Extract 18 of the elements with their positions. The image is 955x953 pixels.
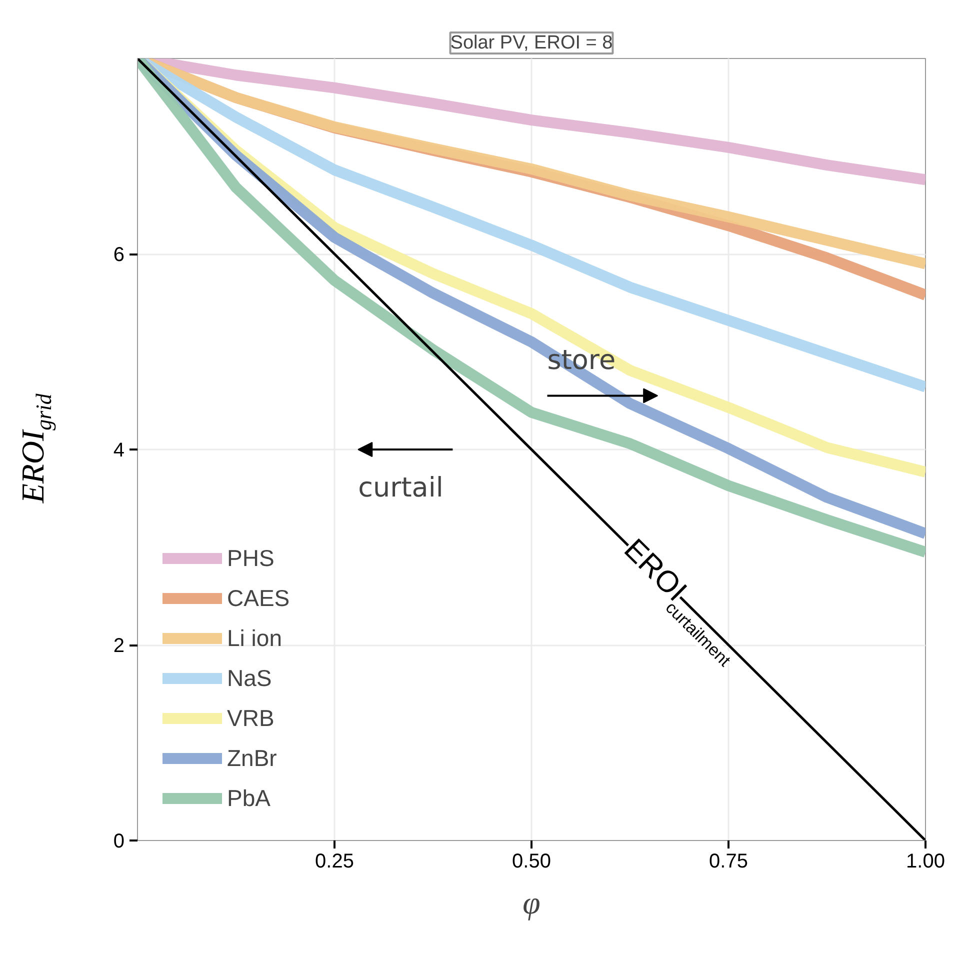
chart-title: Solar PV, EROI = 8: [450, 32, 613, 54]
legend-label: PHS: [227, 544, 274, 572]
y-tick-label: 2: [113, 635, 124, 657]
legend-label: PbA: [227, 784, 270, 812]
legend-label: VRB: [227, 704, 274, 732]
legend-label: NaS: [227, 664, 272, 692]
x-tick-label: 1.00: [906, 850, 945, 872]
y-tick-label: 0: [113, 830, 124, 852]
legend-label: Li ion: [227, 624, 282, 652]
y-tick-label: 4: [113, 440, 124, 462]
x-tick-label: 0.75: [709, 850, 748, 872]
legend-label: ZnBr: [227, 744, 277, 772]
x-axis-title: φ: [522, 884, 540, 920]
x-tick-label: 0.50: [512, 850, 551, 872]
x-tick-label: 0.25: [315, 850, 354, 872]
legend-label: CAES: [227, 584, 290, 612]
annotation: curtail: [358, 472, 444, 504]
y-tick-label: 6: [113, 244, 124, 266]
